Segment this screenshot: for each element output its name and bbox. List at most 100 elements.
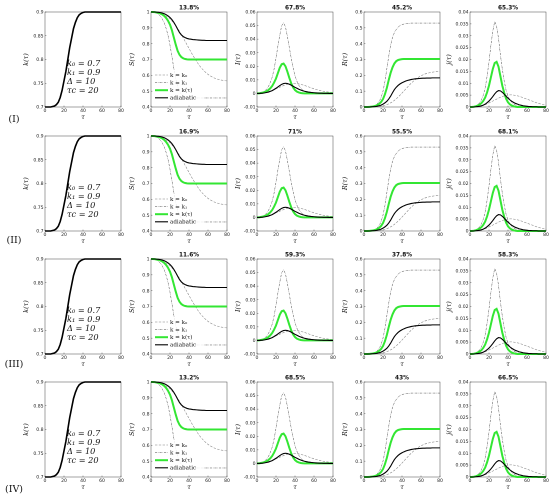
y-axis-label: k(τ) (22, 423, 30, 436)
improvement-percentage: 68.5% (285, 375, 305, 381)
series-line (257, 206, 333, 218)
y-tick-label: 0.02 (245, 311, 255, 317)
series-line (151, 258, 227, 289)
x-tick-label: 80 (330, 232, 336, 238)
y-tick-label: 0.01 (245, 447, 255, 453)
x-tick-label: 0 (44, 232, 47, 238)
y-tick-label: 0.02 (245, 188, 255, 194)
panel-k-4: 0 20 40 60 80 0.7 0.75 0.8 0.85 0.9 τ k(τ) k₀ = 0.7k… (22, 380, 124, 491)
x-axis-label: τ (293, 113, 297, 121)
x-tick-label: 40 (399, 478, 405, 484)
parameter-text: Δ = 10 (66, 323, 95, 333)
panel-S-4: 0 20 40 60 80 0.4 0.5 0.6 0.7 0.8 0.9 1 τ S(τ) 13.2% k … (128, 375, 230, 491)
series-line (364, 22, 440, 108)
series-line (470, 214, 546, 232)
x-tick-label: 80 (330, 108, 336, 114)
y-tick-label: 0 (466, 105, 469, 111)
x-tick-label: 80 (224, 232, 230, 238)
series-line (151, 11, 227, 61)
x-axis-label: τ (187, 483, 191, 491)
legend-label: k = k(τ) (170, 211, 192, 218)
legend-label: k = k(τ) (170, 87, 192, 94)
x-axis-label: τ (506, 113, 510, 121)
y-tick-label: 0.9 (36, 10, 43, 16)
x-axis-label: τ (400, 237, 404, 245)
x-tick-label: 80 (437, 232, 443, 238)
series-line (470, 460, 546, 478)
y-tick-label: 0.01 (458, 81, 468, 87)
x-axis-label: τ (81, 237, 85, 245)
x-tick-label: 40 (80, 355, 86, 361)
legend-label: k = k₁ (170, 81, 187, 87)
x-tick-label: 80 (543, 232, 549, 238)
y-tick-label: 0.03 (245, 174, 255, 180)
panel-S-2: 0 20 40 60 80 0.4 0.5 0.6 0.7 0.8 0.9 1 τ S(τ) 16.9% k … (128, 129, 230, 245)
y-tick-label: 0.01 (245, 77, 255, 83)
y-tick-label: 0.8 (142, 165, 149, 171)
series-line (364, 447, 440, 478)
y-tick-label: 0.02 (458, 427, 468, 433)
x-tick-label: 40 (505, 478, 511, 484)
y-tick-label: 0.06 (245, 380, 255, 386)
legend-label: adiabatic (170, 220, 196, 226)
x-tick-label: 40 (186, 232, 192, 238)
series-line (151, 135, 227, 166)
y-tick-label: 0.1 (355, 213, 362, 219)
series-line (151, 381, 227, 412)
series-line (470, 337, 546, 355)
improvement-percentage: 13.2% (179, 375, 199, 381)
legend-label: k = k₀ (170, 443, 188, 449)
row-label: (II) (7, 235, 22, 246)
y-tick-label: 0.025 (455, 415, 468, 421)
plot-frame (469, 11, 547, 108)
y-tick-label: 0 (466, 352, 469, 358)
y-tick-label: 0.05 (245, 23, 255, 29)
panel-I-4: 0 20 40 60 80-0.0100.010.020.030.040.050.06τ… (234, 375, 336, 491)
x-tick-label: 40 (80, 232, 86, 238)
panel-I-3: 0 20 40 60 80-0.0100.010.020.030.040.050.06τ… (234, 252, 336, 368)
series-line (256, 22, 333, 94)
y-tick-label: 0.4 (355, 165, 362, 171)
x-tick-label: 20 (61, 232, 67, 238)
x-tick-label: 60 (205, 108, 211, 114)
legend-label: k = k₀ (170, 197, 188, 203)
x-axis-label: τ (506, 237, 510, 245)
plot-frame (44, 11, 122, 108)
plot-frame (469, 381, 547, 478)
panel-I-1: 0 20 40 60 80-0.0100.010.020.030.040.050.06τ… (234, 5, 336, 121)
parameter-text: Δ = 10 (66, 446, 95, 456)
y-tick-label: 0 (253, 91, 256, 97)
y-tick-label: 0.02 (245, 434, 255, 440)
y-tick-label: 0.6 (142, 73, 149, 79)
y-tick-label: 0.7 (36, 352, 43, 358)
x-axis-label: τ (506, 483, 510, 491)
legend-label: adiabatic (170, 343, 196, 349)
y-tick-label: 0.9 (36, 257, 43, 263)
improvement-percentage: 13.8% (179, 5, 199, 11)
y-tick-label: 0.02 (245, 64, 255, 70)
series-line (364, 428, 440, 478)
y-tick-label: -0.01 (244, 475, 256, 481)
x-tick-label: 0 (44, 355, 47, 361)
x-tick-label: 40 (505, 108, 511, 114)
x-tick-label: 40 (80, 478, 86, 484)
y-axis-label: I(τ) (234, 423, 242, 436)
y-tick-label: 0.03 (245, 50, 255, 56)
improvement-percentage: 43% (395, 375, 409, 381)
improvement-percentage: 45.2% (392, 5, 412, 11)
x-tick-label: 20 (167, 232, 173, 238)
y-tick-label: 0.005 (455, 340, 468, 346)
improvement-percentage: 59.3% (285, 252, 305, 258)
y-tick-label: 0.04 (245, 284, 255, 290)
y-tick-label: 0.6 (142, 443, 149, 449)
y-tick-label: 0.2 (355, 443, 362, 449)
y-tick-label: 0.7 (142, 181, 149, 187)
y-tick-label: 0.035 (455, 21, 468, 27)
legend-label: k = k₁ (170, 451, 187, 457)
x-tick-label: 0 (469, 355, 472, 361)
x-tick-label: 0 (469, 108, 472, 114)
y-tick-label: 0 (253, 461, 256, 467)
k-curve-line (45, 381, 121, 478)
y-tick-label: 0.6 (355, 10, 362, 16)
y-tick-label: 0.7 (142, 427, 149, 433)
